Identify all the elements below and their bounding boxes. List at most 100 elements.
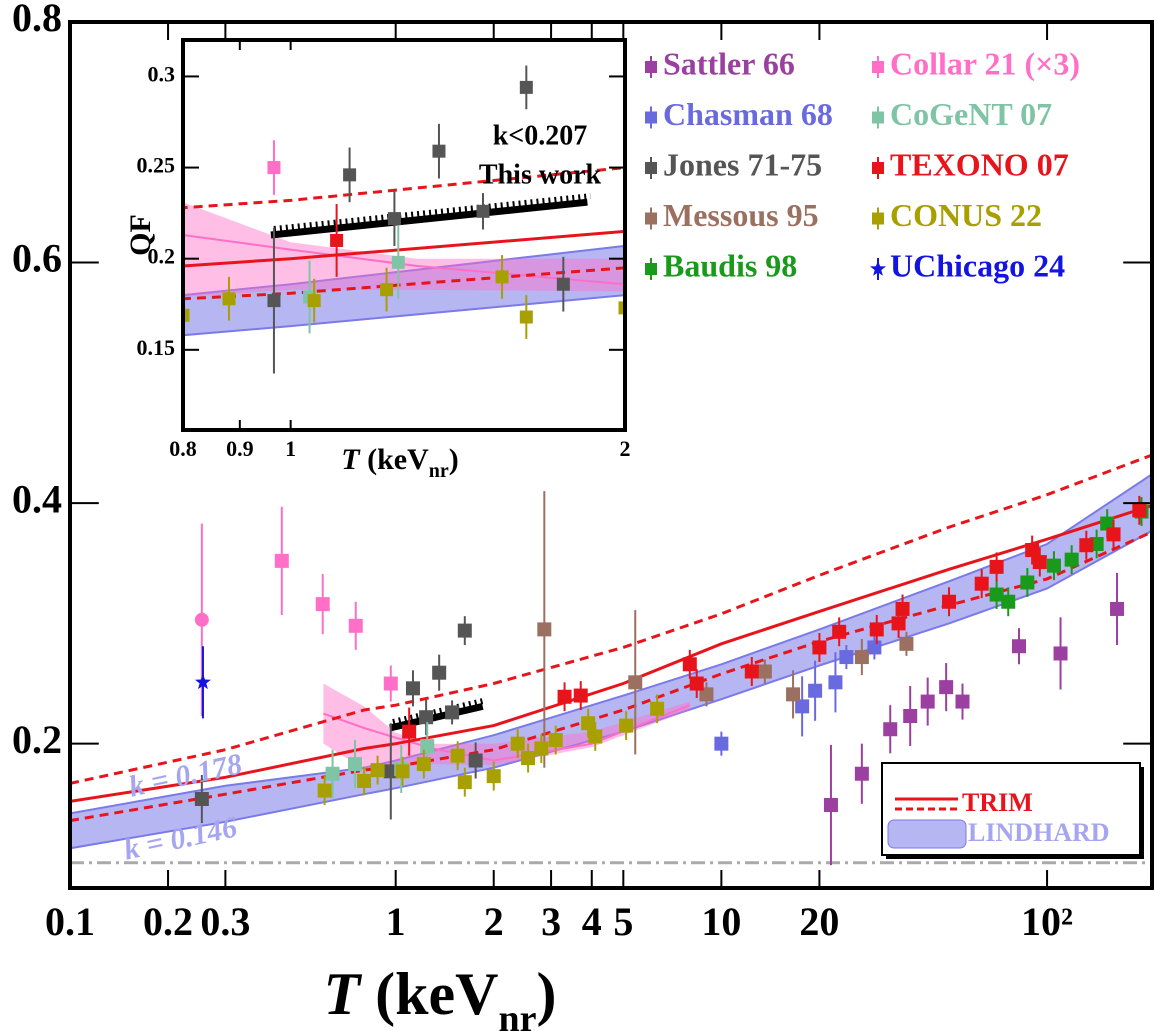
legend-label: TEXONO 07 bbox=[890, 146, 1069, 182]
point bbox=[939, 680, 954, 695]
point bbox=[619, 718, 634, 733]
point bbox=[839, 650, 854, 665]
point bbox=[432, 144, 446, 158]
x-label-symbol: T bbox=[324, 961, 363, 1027]
this-work-line bbox=[270, 198, 588, 239]
y-tick-label: 0.4 bbox=[12, 476, 62, 521]
point bbox=[989, 587, 1004, 602]
this-work-hatch bbox=[273, 193, 591, 232]
point bbox=[317, 783, 332, 798]
trim-line bbox=[70, 504, 1152, 803]
legend-label: Collar 21 (×3) bbox=[890, 45, 1080, 81]
collar-fit-band bbox=[323, 683, 690, 769]
inset-x-end: ) bbox=[449, 443, 459, 476]
point bbox=[510, 736, 525, 751]
point bbox=[420, 739, 435, 754]
point bbox=[757, 664, 772, 679]
point bbox=[795, 699, 810, 714]
point bbox=[450, 748, 465, 763]
point bbox=[343, 168, 357, 182]
y-tick-label: 0.2 bbox=[12, 717, 62, 762]
point bbox=[274, 553, 289, 568]
legend-label: Sattler 66 bbox=[663, 45, 795, 81]
point bbox=[744, 664, 759, 679]
inset-x-sub: nr bbox=[429, 460, 449, 482]
inset-x-symbol: T bbox=[341, 443, 361, 476]
collar-fit-line bbox=[183, 233, 625, 286]
point bbox=[325, 766, 340, 781]
legend-swatch bbox=[645, 162, 657, 174]
point bbox=[989, 559, 1004, 574]
point bbox=[699, 687, 714, 702]
point bbox=[920, 694, 935, 709]
y-tick-label: 0.8 bbox=[12, 0, 62, 40]
point bbox=[405, 681, 420, 696]
point bbox=[903, 709, 918, 724]
point bbox=[395, 764, 410, 779]
point bbox=[391, 255, 405, 269]
legend-swatch bbox=[872, 212, 884, 225]
point bbox=[194, 612, 209, 627]
point bbox=[476, 204, 490, 218]
y-tick-label: 0.2 bbox=[148, 244, 176, 269]
legend-label: TRIM bbox=[962, 788, 1033, 817]
x-tick-label: 10² bbox=[1021, 899, 1073, 944]
legend-label: Jones 71-75 bbox=[663, 146, 822, 182]
point bbox=[942, 594, 957, 609]
point bbox=[416, 757, 431, 772]
x-tick-label: 3 bbox=[541, 899, 561, 944]
x-tick-label: 2 bbox=[484, 899, 504, 944]
legend-label: Baudis 98 bbox=[663, 247, 797, 283]
x-tick-label: 0.1 bbox=[45, 899, 95, 944]
point bbox=[519, 80, 533, 94]
legend-swatch bbox=[872, 162, 884, 174]
point bbox=[445, 705, 460, 720]
legend-label: Chasman 68 bbox=[663, 96, 833, 132]
point bbox=[714, 736, 729, 751]
point bbox=[650, 701, 665, 716]
point bbox=[1079, 538, 1094, 553]
x-tick-label: 0.2 bbox=[143, 899, 193, 944]
point bbox=[1046, 558, 1061, 573]
point bbox=[432, 665, 447, 680]
point bbox=[534, 741, 549, 756]
point bbox=[974, 576, 989, 591]
x-tick-label: 0.3 bbox=[200, 899, 250, 944]
legend-label: CONUS 22 bbox=[890, 197, 1042, 233]
point bbox=[348, 618, 363, 633]
point bbox=[556, 277, 570, 291]
point bbox=[380, 283, 394, 297]
point bbox=[387, 212, 401, 226]
y-tick-label: 0.25 bbox=[137, 153, 176, 178]
point bbox=[267, 294, 281, 308]
legend-swatch bbox=[872, 61, 884, 73]
point bbox=[883, 722, 898, 737]
point bbox=[537, 622, 552, 637]
x-tick-label: 0.8 bbox=[169, 436, 197, 461]
point bbox=[1132, 503, 1147, 518]
point bbox=[618, 301, 625, 315]
legend-label: UChicago 24 bbox=[890, 247, 1065, 283]
point bbox=[307, 294, 321, 308]
point bbox=[588, 729, 603, 744]
point bbox=[1011, 639, 1026, 654]
lindhard-band bbox=[183, 244, 625, 337]
legend-label: Messous 95 bbox=[663, 197, 819, 233]
point bbox=[457, 775, 472, 790]
point bbox=[1001, 594, 1016, 609]
x-tick-label: 0.9 bbox=[226, 436, 254, 461]
point bbox=[854, 766, 869, 781]
point bbox=[854, 650, 869, 665]
point bbox=[955, 694, 970, 709]
main-plot bbox=[70, 453, 1152, 866]
point bbox=[867, 640, 882, 655]
inset-plot bbox=[183, 65, 625, 374]
point bbox=[573, 688, 588, 703]
point bbox=[519, 310, 533, 324]
this-work-label2: This work bbox=[479, 159, 602, 190]
point bbox=[402, 724, 417, 739]
legend-label: CoGeNT 07 bbox=[890, 96, 1052, 132]
point bbox=[808, 683, 823, 698]
main-frame bbox=[68, 20, 1154, 890]
